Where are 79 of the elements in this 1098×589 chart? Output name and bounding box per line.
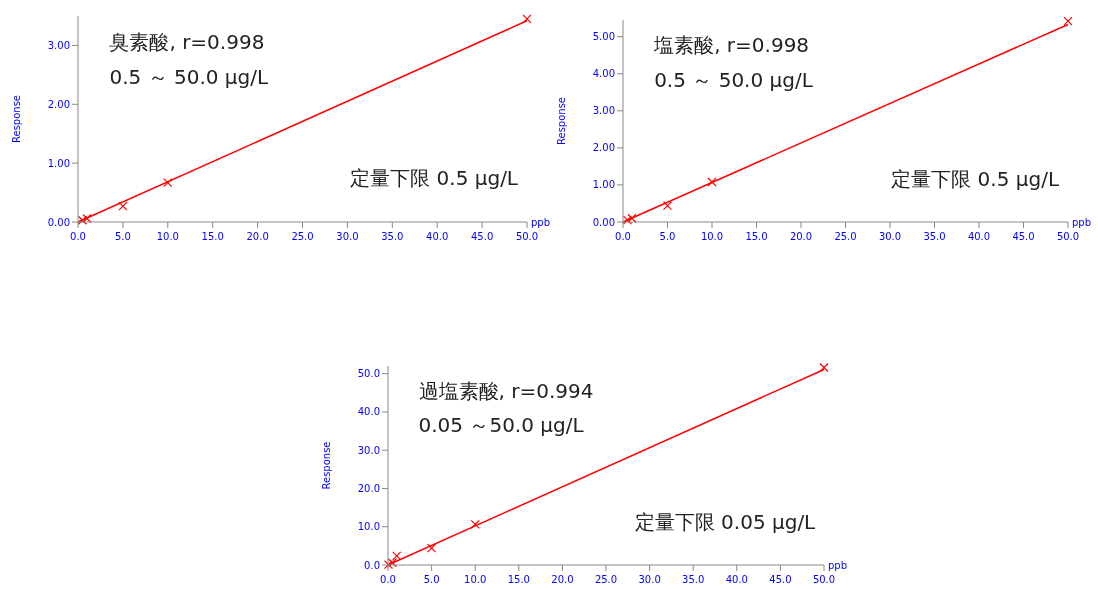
- annotation: 0.5 ～ 50.0 μg/L: [109, 64, 269, 89]
- x-tick-label: 25.0: [834, 231, 857, 242]
- y-tick-label: 2.00: [47, 98, 70, 110]
- x-tick-label: 50.0: [515, 231, 539, 242]
- x-tick-label: 45.0: [769, 574, 792, 585]
- x-tick-label: 40.0: [967, 231, 991, 242]
- x-tick-label: 15.0: [507, 574, 530, 585]
- x-tick-label: 40.0: [725, 574, 748, 585]
- x-tick-label: 20.0: [246, 231, 269, 242]
- x-tick-label: 20.0: [551, 574, 574, 585]
- x-tick-label: 15.0: [201, 231, 224, 242]
- point: [627, 213, 637, 223]
- point: [82, 213, 92, 224]
- x-tick-label: 35.0: [381, 231, 404, 242]
- x-tick-label: 10.0: [156, 231, 179, 242]
- y-tick-label: 3.00: [47, 39, 70, 51]
- point: [707, 177, 717, 187]
- annotation: 臭素酸, r=0.998: [109, 29, 265, 54]
- point: [163, 177, 173, 188]
- annotation: 塩素酸, r=0.998: [653, 33, 810, 58]
- y-tick-label: 0.0: [364, 559, 380, 571]
- y-axis-title: Response: [556, 96, 567, 146]
- y-tick-label: 1.00: [592, 179, 615, 191]
- y-tick-label: 10.0: [357, 521, 380, 533]
- y-tick-label: 50.0: [357, 368, 380, 380]
- x-tick-label: 40.0: [426, 231, 449, 242]
- point: [662, 201, 673, 211]
- x-tick-label: 30.0: [638, 574, 661, 585]
- y-tick-label: 2.00: [592, 142, 615, 154]
- x-tick-label: 10.0: [700, 231, 724, 242]
- x-tick-label: 5.0: [114, 231, 131, 242]
- y-tick-label: 0.00: [592, 216, 615, 228]
- x-tick-label: 0.0: [70, 231, 86, 242]
- x-tick-label: 25.0: [594, 574, 618, 585]
- x-axis-title: ppb: [531, 217, 551, 228]
- y-tick-label: 1.00: [47, 157, 70, 169]
- annotation: 定量下限 0.5 μg/L: [891, 166, 1060, 191]
- x-tick-label: 35.0: [923, 231, 946, 242]
- y-tick-label: 30.0: [357, 444, 380, 456]
- point: [427, 543, 437, 553]
- x-tick-label: 35.0: [682, 574, 705, 585]
- point: [387, 558, 397, 568]
- annotation: 過塩素酸, r=0.994: [418, 378, 594, 403]
- x-tick-label: 45.0: [470, 231, 494, 242]
- x-tick-label: 5.0: [659, 231, 676, 242]
- x-tick-label: 30.0: [878, 231, 902, 242]
- y-tick-label: 5.00: [592, 31, 615, 43]
- annotation: 0.5 ～ 50.0 μg/L: [654, 67, 814, 92]
- x-tick-label: 0.0: [380, 574, 396, 585]
- y-axis-title: Response: [321, 441, 332, 490]
- x-tick-label: 5.0: [423, 574, 440, 585]
- y-tick-label: 20.0: [357, 482, 380, 494]
- point: [118, 201, 128, 211]
- y-tick-label: 4.00: [592, 68, 615, 80]
- x-tick-label: 10.0: [464, 574, 487, 585]
- point: [1063, 16, 1073, 26]
- y-axis-title: Response: [11, 94, 22, 144]
- point: [470, 519, 480, 530]
- y-tick-label: 3.00: [592, 105, 615, 117]
- point: [522, 14, 532, 24]
- x-tick-label: 20.0: [789, 231, 813, 242]
- x-axis-title: ppb: [1072, 217, 1092, 228]
- annotation: 定量下限 0.5 μg/L: [350, 165, 519, 190]
- annotation: 0.05 ～50.0 μg/L: [418, 412, 585, 437]
- x-tick-label: 50.0: [1056, 231, 1080, 242]
- point: [622, 215, 633, 225]
- y-tick-label: 40.0: [357, 406, 380, 418]
- point: [77, 215, 88, 225]
- x-tick-label: 0.0: [615, 231, 631, 242]
- point: [392, 551, 402, 561]
- y-tick-label: 0.00: [47, 216, 70, 228]
- point: [819, 362, 829, 373]
- x-tick-label: 30.0: [336, 231, 359, 242]
- x-tick-label: 50.0: [812, 574, 836, 585]
- x-axis-title: ppb: [828, 560, 848, 571]
- x-tick-label: 45.0: [1012, 231, 1035, 242]
- x-tick-label: 15.0: [745, 231, 768, 242]
- annotation: 定量下限 0.05 μg/L: [634, 510, 817, 535]
- x-tick-label: 25.0: [291, 231, 314, 242]
